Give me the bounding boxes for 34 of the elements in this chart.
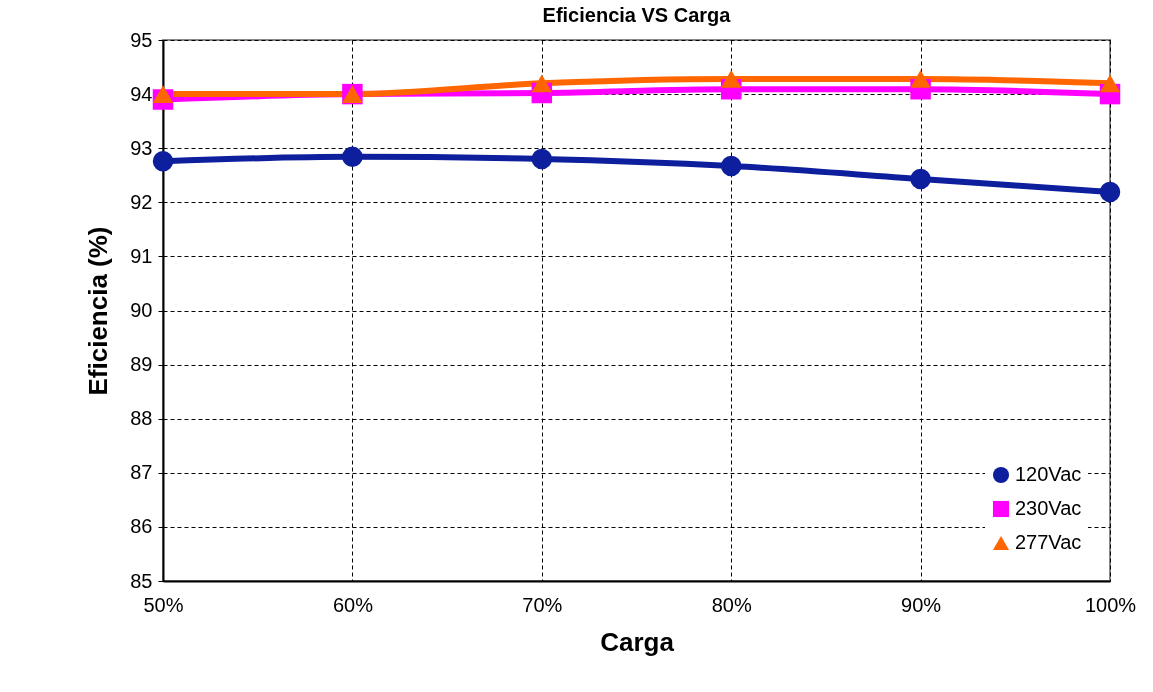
point: [910, 168, 931, 190]
x-tick-label: 80%: [711, 593, 752, 616]
point: [531, 74, 553, 93]
chart-title: Eficiencia VS Carga: [542, 4, 732, 26]
y-tick-label: 89: [130, 353, 153, 376]
point: [342, 146, 363, 168]
legend-label: 120Vac: [1015, 463, 1082, 485]
x-tick-label: 100%: [1084, 593, 1137, 616]
y-tick-label: 93: [130, 136, 153, 159]
point: [531, 148, 553, 170]
y-tick-label: 91: [130, 244, 153, 267]
y-tick-label: 95: [130, 28, 153, 51]
y-tick-label: 90: [130, 299, 153, 321]
x-tick-label: 70%: [522, 593, 563, 616]
point: [910, 70, 931, 88]
legend-label: 230Vac: [1015, 497, 1082, 519]
y-axis-title: Eficiencia (%): [83, 226, 114, 396]
y-tick-label: 88: [130, 407, 153, 430]
legend-label: 277Vac: [1015, 531, 1082, 553]
x-tick-label: 50%: [143, 593, 184, 616]
x-axis-title: Carga: [600, 626, 675, 657]
point: [1099, 74, 1121, 93]
point: [152, 85, 174, 103]
point: [152, 150, 174, 172]
point: [720, 70, 742, 88]
y-tick-label: 87: [130, 461, 153, 484]
y-tick-label: 92: [130, 190, 153, 213]
y-tick-label: 94: [130, 82, 153, 105]
point: [1099, 181, 1121, 203]
y-tick-label: 86: [130, 515, 153, 538]
x-tick-label: 60%: [332, 593, 374, 616]
point: [720, 155, 742, 177]
x-tick-label: 90%: [901, 593, 942, 616]
y-tick-label: 85: [130, 569, 153, 592]
